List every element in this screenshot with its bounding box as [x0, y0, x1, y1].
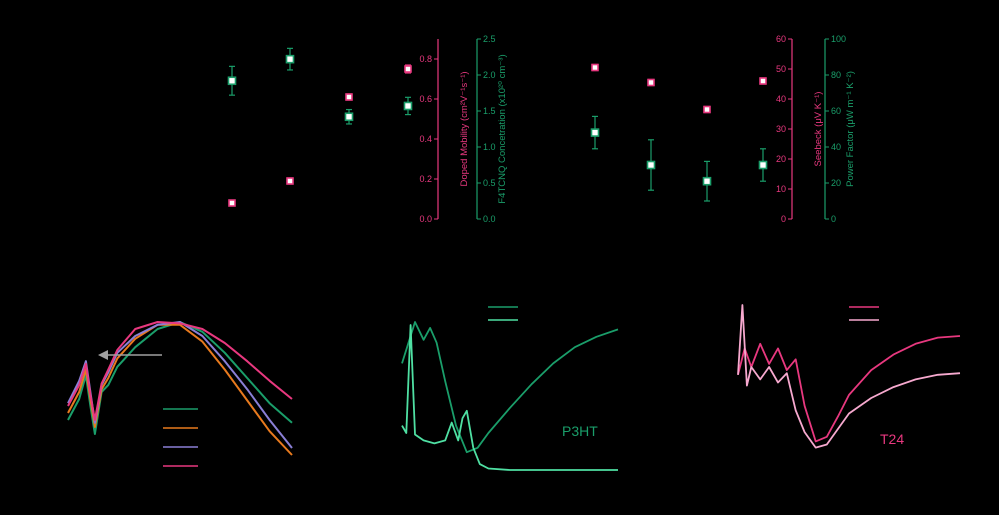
y1-axis-title: Doped Mobility (cm²V⁻¹s⁻¹): [459, 71, 470, 186]
y1-tick-label: 0.8: [419, 54, 432, 64]
concentration-point: [285, 54, 295, 64]
mobility-concentration-panel: 0.0 0.2 0.4 0.6 0.8 Doped Mobility (cm²V⁻¹s⁻¹…: [227, 34, 508, 224]
y1-tick-label: 0: [781, 214, 786, 224]
mobility-point: [591, 63, 599, 72]
y2-tick-label: 1.0: [483, 142, 496, 152]
concentration-point: [227, 76, 237, 86]
y2-axis-title: Power Factor (μW m⁻¹ K⁻²): [845, 71, 856, 187]
spectrum-line-pink: [737, 335, 961, 443]
spectrum-line-light_pink: [737, 304, 961, 449]
y2-tick-label: 0.5: [483, 178, 496, 188]
shift-arrow-head: [98, 350, 108, 360]
concentration-point: [590, 128, 600, 137]
y2-tick-label: 60: [831, 106, 841, 116]
y1-tick-label: 0.0: [419, 214, 432, 224]
y1-axis-title: Seebeck (μV K⁻¹): [813, 92, 824, 167]
y1-tick-label: 50: [776, 64, 786, 74]
concentration-point: [646, 160, 656, 170]
y2-tick-label: 80: [831, 70, 841, 80]
spectrum-line-pink: [67, 321, 293, 421]
y2-axis-title: F4TCNQ Concetration (x10²⁰ cm⁻³): [497, 54, 508, 203]
y2-tick-label: 0: [831, 214, 836, 224]
y1-tick-label: 20: [776, 154, 786, 164]
y2-tick-label: 100: [831, 34, 846, 44]
concentration-point: [702, 176, 712, 186]
t24-label: T24: [880, 431, 904, 447]
y1-tick-label: 10: [776, 184, 786, 194]
y2-tick-label: 2.0: [483, 70, 496, 80]
concentration-point: [344, 112, 354, 122]
y1-tick-label: 0.4: [419, 134, 432, 144]
y2-tick-label: 2.5: [483, 34, 496, 44]
concentration-point: [758, 160, 768, 170]
y1-tick-label: 0.2: [419, 174, 432, 184]
y1-tick-label: 60: [776, 34, 786, 44]
normalized-spectra-panel: [67, 321, 293, 467]
y1-tick-label: 30: [776, 124, 786, 134]
y1-tick-label: 0.6: [419, 94, 432, 104]
mobility-point: [228, 199, 236, 207]
mobility-point: [647, 78, 655, 87]
spectrum-line-green: [401, 321, 619, 454]
seebeck-powerfactor-panel: 0 10 20 30 40 50 60 Seebeck (μV K⁻¹) 0 20 40 60 80 10…: [590, 34, 856, 224]
y2-tick-label: 20: [831, 178, 841, 188]
spectrum-line-light_green: [401, 324, 618, 471]
p3ht-spectra-panel: P3HT: [401, 306, 619, 471]
concentration-point: [403, 101, 413, 111]
mobility-point: [703, 105, 711, 114]
mobility-point: [345, 93, 353, 101]
p3ht-label: P3HT: [562, 423, 598, 439]
y2-tick-label: 0.0: [483, 214, 496, 224]
y2-tick-label: 40: [831, 142, 841, 152]
mobility-point: [286, 177, 294, 185]
y1-tick-label: 40: [776, 94, 786, 104]
mobility-point: [759, 77, 767, 85]
t24-spectra-panel: T24: [737, 304, 961, 449]
mobility-point: [404, 65, 412, 73]
y2-tick-label: 1.5: [483, 106, 496, 116]
